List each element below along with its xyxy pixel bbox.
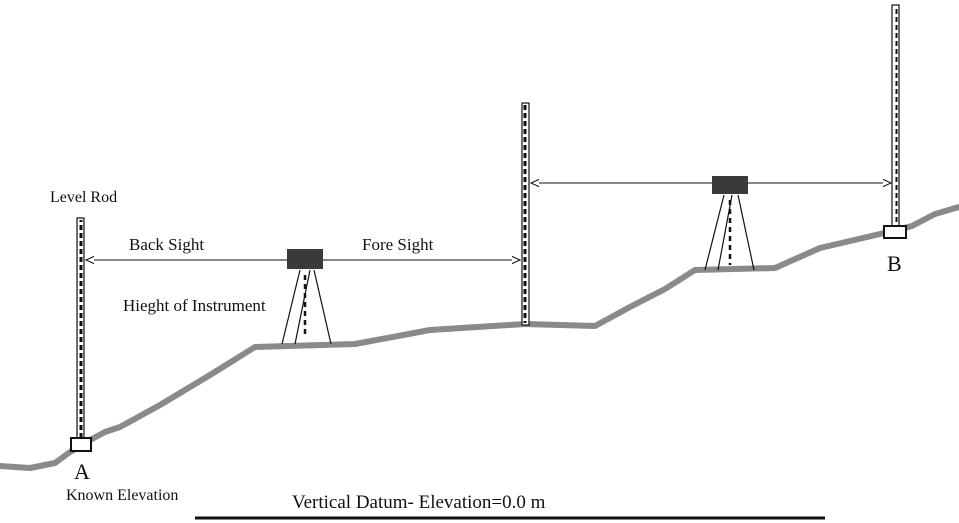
height-of-instrument-label: Hieght of Instrument [123,296,266,315]
point-a-label: A [74,459,90,484]
datum-label: Vertical Datum- Elevation=0.0 m [292,492,546,513]
level-instrument-1 [281,249,332,345]
level-rod-turning-point [521,102,530,326]
back-sight-label: Back Sight [129,235,204,254]
level-instrument-2 [704,176,755,271]
known-elevation-label: Known Elevation [66,487,178,504]
point-b-label: B [887,251,902,276]
level-rod-a [70,217,92,452]
level-rod-label: Level Rod [50,189,117,206]
fore-sight-label: Fore Sight [362,235,434,254]
benchmark-a [70,437,92,452]
level-rod-b [883,4,907,239]
benchmark-b [883,225,907,239]
